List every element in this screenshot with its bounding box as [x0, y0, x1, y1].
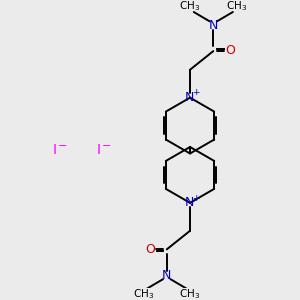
Text: CH$_3$: CH$_3$	[179, 287, 201, 300]
Text: N: N	[184, 196, 194, 209]
Text: O: O	[145, 243, 155, 256]
Text: −: −	[58, 141, 67, 151]
Text: I: I	[97, 143, 101, 157]
Text: +: +	[192, 194, 200, 203]
Text: CH$_3$: CH$_3$	[179, 0, 201, 13]
Text: −: −	[102, 141, 111, 151]
Text: N: N	[208, 19, 218, 32]
Text: I: I	[53, 143, 57, 157]
Text: CH$_3$: CH$_3$	[133, 287, 154, 300]
Text: O: O	[225, 44, 235, 57]
Text: N: N	[184, 91, 194, 104]
Text: N: N	[162, 269, 171, 282]
Text: CH$_3$: CH$_3$	[226, 0, 247, 13]
Text: +: +	[192, 88, 200, 98]
